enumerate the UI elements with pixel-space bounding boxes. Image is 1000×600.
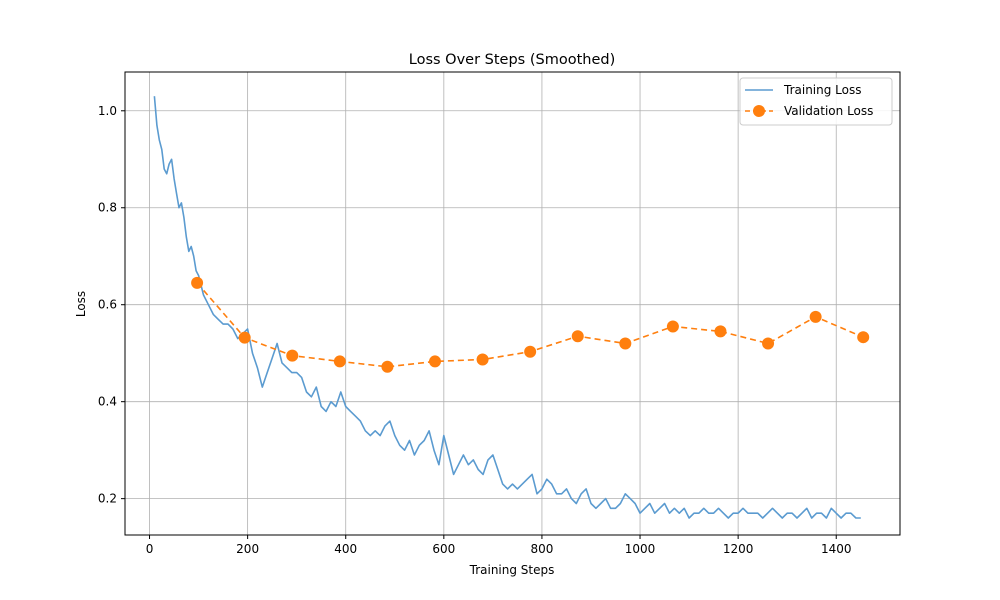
x-tick-label: 1200 xyxy=(723,542,754,556)
legend: Training Loss Validation Loss xyxy=(739,77,893,126)
legend-box xyxy=(739,77,893,126)
validation-loss-point xyxy=(333,355,346,368)
validation-loss-point xyxy=(286,349,299,362)
validation-loss-point xyxy=(714,325,727,338)
validation-loss-point xyxy=(238,331,251,344)
legend-validation-marker xyxy=(753,105,765,117)
validation-loss-point xyxy=(429,355,441,368)
y-tick-label: 0.2 xyxy=(98,492,117,506)
grid-lines xyxy=(125,72,900,535)
validation-loss-point xyxy=(762,337,775,350)
validation-loss-point xyxy=(476,353,489,366)
axis-ticks: 0 200 400 600 800 1000 1200 1400 0.2 0.4 0.6 0.8 1.0 xyxy=(98,104,852,556)
series-layer xyxy=(153,96,870,519)
validation-loss-point xyxy=(191,276,204,289)
validation-loss-point xyxy=(571,330,584,343)
x-tick-label: 600 xyxy=(432,542,455,556)
chart-title: Loss Over Steps (Smoothed) xyxy=(409,52,615,68)
y-tick-label: 0.4 xyxy=(98,395,117,409)
x-axis-label: Training Steps xyxy=(469,563,555,577)
x-tick-label: 200 xyxy=(236,542,259,556)
legend-validation-label: Validation Loss xyxy=(784,104,873,118)
y-tick-label: 0.6 xyxy=(98,298,117,312)
validation-loss-point xyxy=(619,337,632,350)
plot-frame xyxy=(124,71,901,536)
validation-loss-point xyxy=(666,320,679,333)
validation-loss-point xyxy=(381,360,394,373)
validation-loss-point xyxy=(809,310,822,323)
x-tick-label: 400 xyxy=(334,542,357,556)
x-tick-label: 800 xyxy=(530,542,553,556)
x-tick-label: 0 xyxy=(146,542,154,556)
y-tick-label: 1.0 xyxy=(98,104,117,118)
y-tick-label: 0.8 xyxy=(98,201,117,215)
y-axis-label: Loss xyxy=(74,291,88,317)
legend-training-label: Training Loss xyxy=(783,83,861,97)
validation-loss-point xyxy=(857,331,870,344)
training-loss-line xyxy=(153,96,861,519)
validation-loss-point xyxy=(524,345,537,358)
x-tick-label: 1000 xyxy=(625,542,656,556)
x-tick-label: 1400 xyxy=(821,542,852,556)
